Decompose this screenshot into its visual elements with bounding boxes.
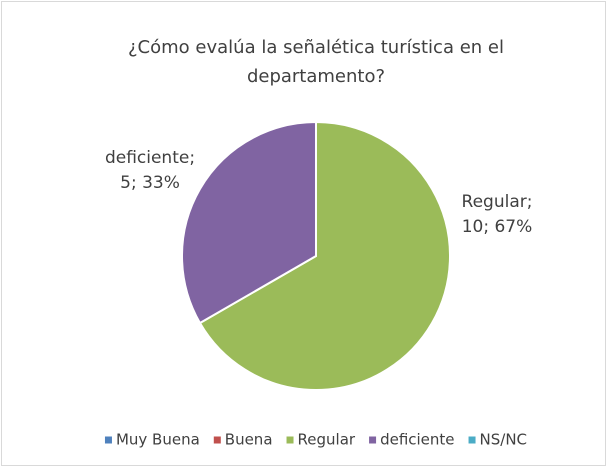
- pie-slice: [198, 120, 451, 391]
- legend-label: NS/NC: [480, 431, 528, 449]
- legend-swatch: [104, 436, 112, 444]
- legend-swatch: [468, 436, 476, 444]
- data-label: 10; 67%: [462, 217, 533, 237]
- legend-label: deficiente: [380, 431, 454, 449]
- pie-slice: [181, 120, 317, 325]
- data-label: 5; 33%: [120, 173, 180, 193]
- data-label: Regular;: [462, 192, 533, 212]
- legend-label: Buena: [225, 431, 273, 449]
- legend-label: Regular: [298, 431, 356, 449]
- legend-label: Muy Buena: [116, 431, 200, 449]
- legend-swatch: [369, 436, 377, 444]
- data-label: deficiente;: [105, 148, 195, 168]
- legend-swatch: [213, 436, 221, 444]
- legend-swatch: [286, 436, 294, 444]
- chart-title: ¿Cómo evalúa la señalética turística en …: [128, 37, 504, 87]
